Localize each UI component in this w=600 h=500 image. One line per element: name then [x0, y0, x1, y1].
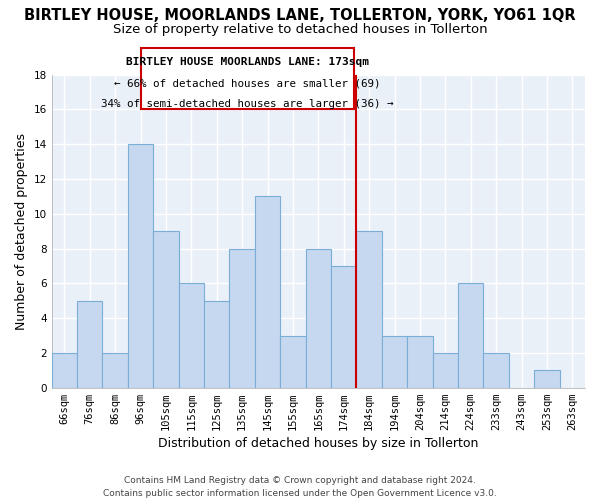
- Bar: [407, 336, 433, 388]
- Text: Size of property relative to detached houses in Tollerton: Size of property relative to detached ho…: [113, 22, 487, 36]
- Text: ← 66% of detached houses are smaller (69): ← 66% of detached houses are smaller (69…: [114, 78, 380, 88]
- Bar: [433, 353, 458, 388]
- Y-axis label: Number of detached properties: Number of detached properties: [15, 132, 28, 330]
- Bar: [204, 300, 229, 388]
- Bar: [484, 353, 509, 388]
- Bar: [382, 336, 407, 388]
- Bar: [128, 144, 153, 388]
- Bar: [534, 370, 560, 388]
- Bar: [255, 196, 280, 388]
- Bar: [179, 284, 204, 388]
- Bar: [52, 353, 77, 388]
- Bar: [103, 353, 128, 388]
- Text: Contains HM Land Registry data © Crown copyright and database right 2024.
Contai: Contains HM Land Registry data © Crown c…: [103, 476, 497, 498]
- Bar: [153, 231, 179, 388]
- Bar: [458, 284, 484, 388]
- Bar: [77, 300, 103, 388]
- Bar: [280, 336, 305, 388]
- Bar: [356, 231, 382, 388]
- Bar: [229, 248, 255, 388]
- Bar: [305, 248, 331, 388]
- X-axis label: Distribution of detached houses by size in Tollerton: Distribution of detached houses by size …: [158, 437, 479, 450]
- Text: BIRTLEY HOUSE MOORLANDS LANE: 173sqm: BIRTLEY HOUSE MOORLANDS LANE: 173sqm: [126, 57, 369, 67]
- FancyBboxPatch shape: [140, 48, 354, 110]
- Bar: [331, 266, 356, 388]
- Text: BIRTLEY HOUSE, MOORLANDS LANE, TOLLERTON, YORK, YO61 1QR: BIRTLEY HOUSE, MOORLANDS LANE, TOLLERTON…: [24, 8, 576, 22]
- Text: 34% of semi-detached houses are larger (36) →: 34% of semi-detached houses are larger (…: [101, 99, 394, 109]
